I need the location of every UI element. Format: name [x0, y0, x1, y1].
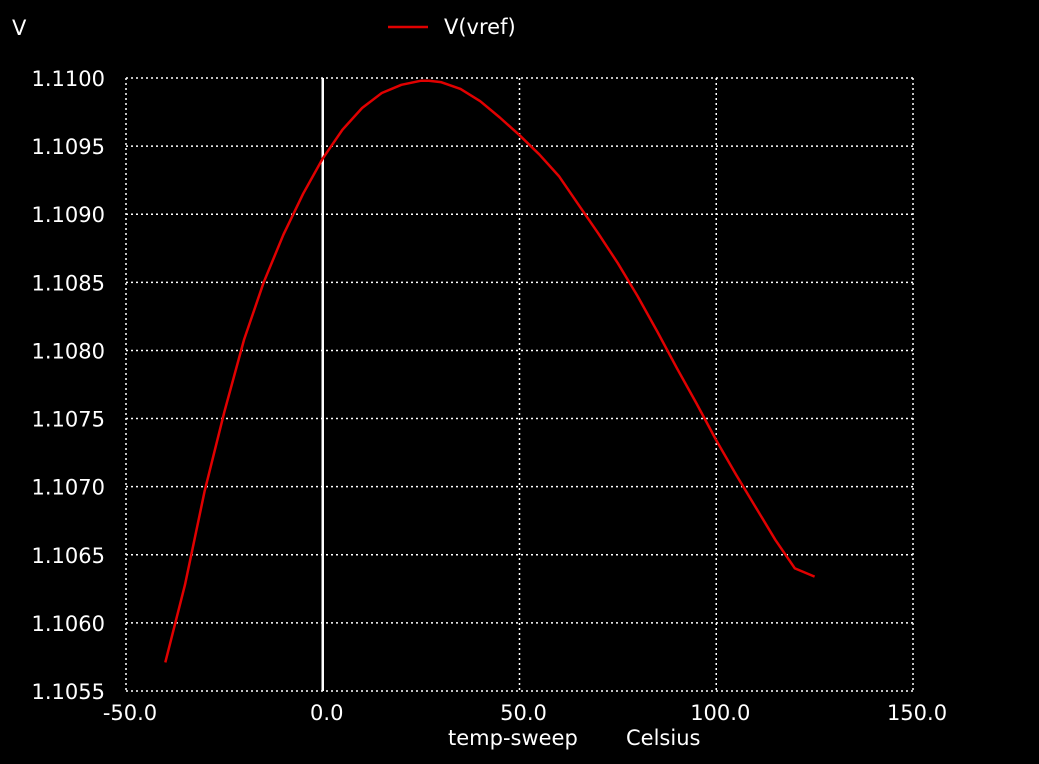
y-tick-label: 1.1090: [32, 203, 105, 227]
y-tick-label: 1.1080: [32, 339, 105, 363]
y-axis-unit-label: V: [12, 16, 27, 40]
y-tick-label: 1.1060: [32, 612, 105, 636]
y-tick-label: 1.1100: [32, 67, 105, 91]
series-lines: [164, 79, 816, 663]
legend: V(vref): [388, 15, 516, 39]
x-tick-label: 50.0: [500, 701, 547, 725]
y-tick-label: 1.1055: [32, 680, 105, 704]
x-tick-label: 150.0: [887, 701, 947, 725]
tick-labels: -50.0 0.0 50.0 100.0 150.0 1.1100 1.1095 1.1090…: [32, 67, 948, 725]
x-tick-label: -50.0: [103, 701, 157, 725]
series-line-0: [164, 79, 816, 663]
x-axis-label: temp-sweep: [448, 726, 578, 750]
y-tick-label: 1.1070: [32, 476, 105, 500]
y-tick-label: 1.1075: [32, 408, 105, 432]
y-tick-label: 1.1065: [32, 544, 105, 568]
x-axis-unit-label: Celsius: [626, 726, 700, 750]
x-tick-label: 0.0: [310, 701, 343, 725]
y-tick-label: 1.1095: [32, 135, 105, 159]
y-tick-label: 1.1085: [32, 271, 105, 295]
legend-label: V(vref): [444, 15, 516, 39]
x-tick-label: 100.0: [690, 701, 750, 725]
grid-lines: [125, 77, 914, 692]
